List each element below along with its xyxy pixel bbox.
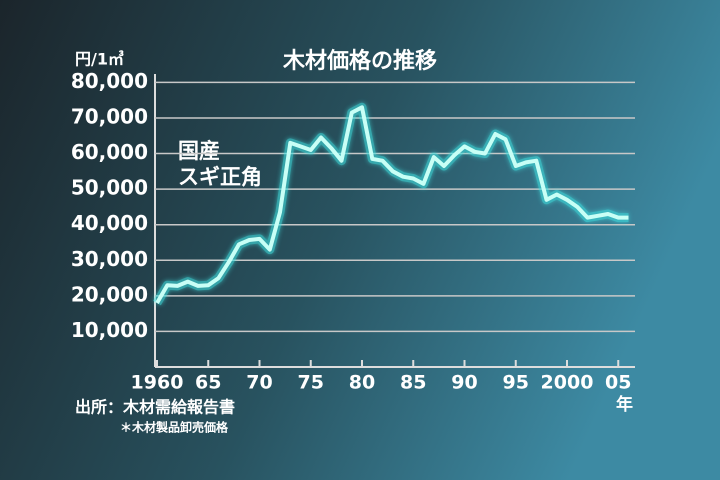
chart-title: 木材価格の推移 bbox=[282, 48, 437, 74]
annotation: 国産 bbox=[178, 139, 220, 163]
source: 出所：木材需給報告書 bbox=[75, 398, 235, 417]
y-unit: 円/1㎥ bbox=[75, 50, 124, 69]
note: ＊木材製品卸売価格 bbox=[120, 420, 229, 435]
y-tick-label: 10,000 bbox=[71, 318, 148, 342]
x-tick-label: 1960 bbox=[131, 372, 184, 394]
y-tick-label: 70,000 bbox=[71, 104, 148, 128]
y-tick-label: 30,000 bbox=[71, 247, 148, 271]
x-tick-label: 80 bbox=[349, 372, 375, 394]
x-unit: 年 bbox=[616, 394, 633, 415]
y-tick-label: 20,000 bbox=[71, 282, 148, 306]
y-tick-label: 40,000 bbox=[71, 211, 148, 235]
annotation: スギ正角 bbox=[178, 165, 262, 189]
x-tick-label: 2000 bbox=[541, 372, 594, 394]
line bbox=[155, 105, 629, 305]
x-tick-label: 95 bbox=[503, 372, 529, 394]
x-tick-label: 85 bbox=[400, 372, 426, 394]
y-tick-label: 50,000 bbox=[71, 176, 148, 200]
x-tick-label: 70 bbox=[246, 372, 272, 394]
x-tick-label: 90 bbox=[451, 372, 477, 394]
x-tick-label: 75 bbox=[298, 372, 324, 394]
x-tick-label: 65 bbox=[195, 372, 221, 394]
x-tick-label: 05 bbox=[605, 372, 631, 394]
y-tick-label: 80,000 bbox=[71, 69, 148, 93]
y-tick-label: 60,000 bbox=[71, 140, 148, 164]
